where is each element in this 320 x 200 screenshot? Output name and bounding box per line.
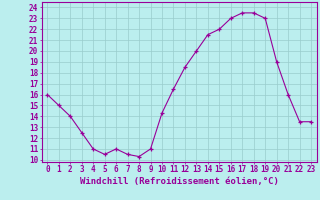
X-axis label: Windchill (Refroidissement éolien,°C): Windchill (Refroidissement éolien,°C) <box>80 177 279 186</box>
